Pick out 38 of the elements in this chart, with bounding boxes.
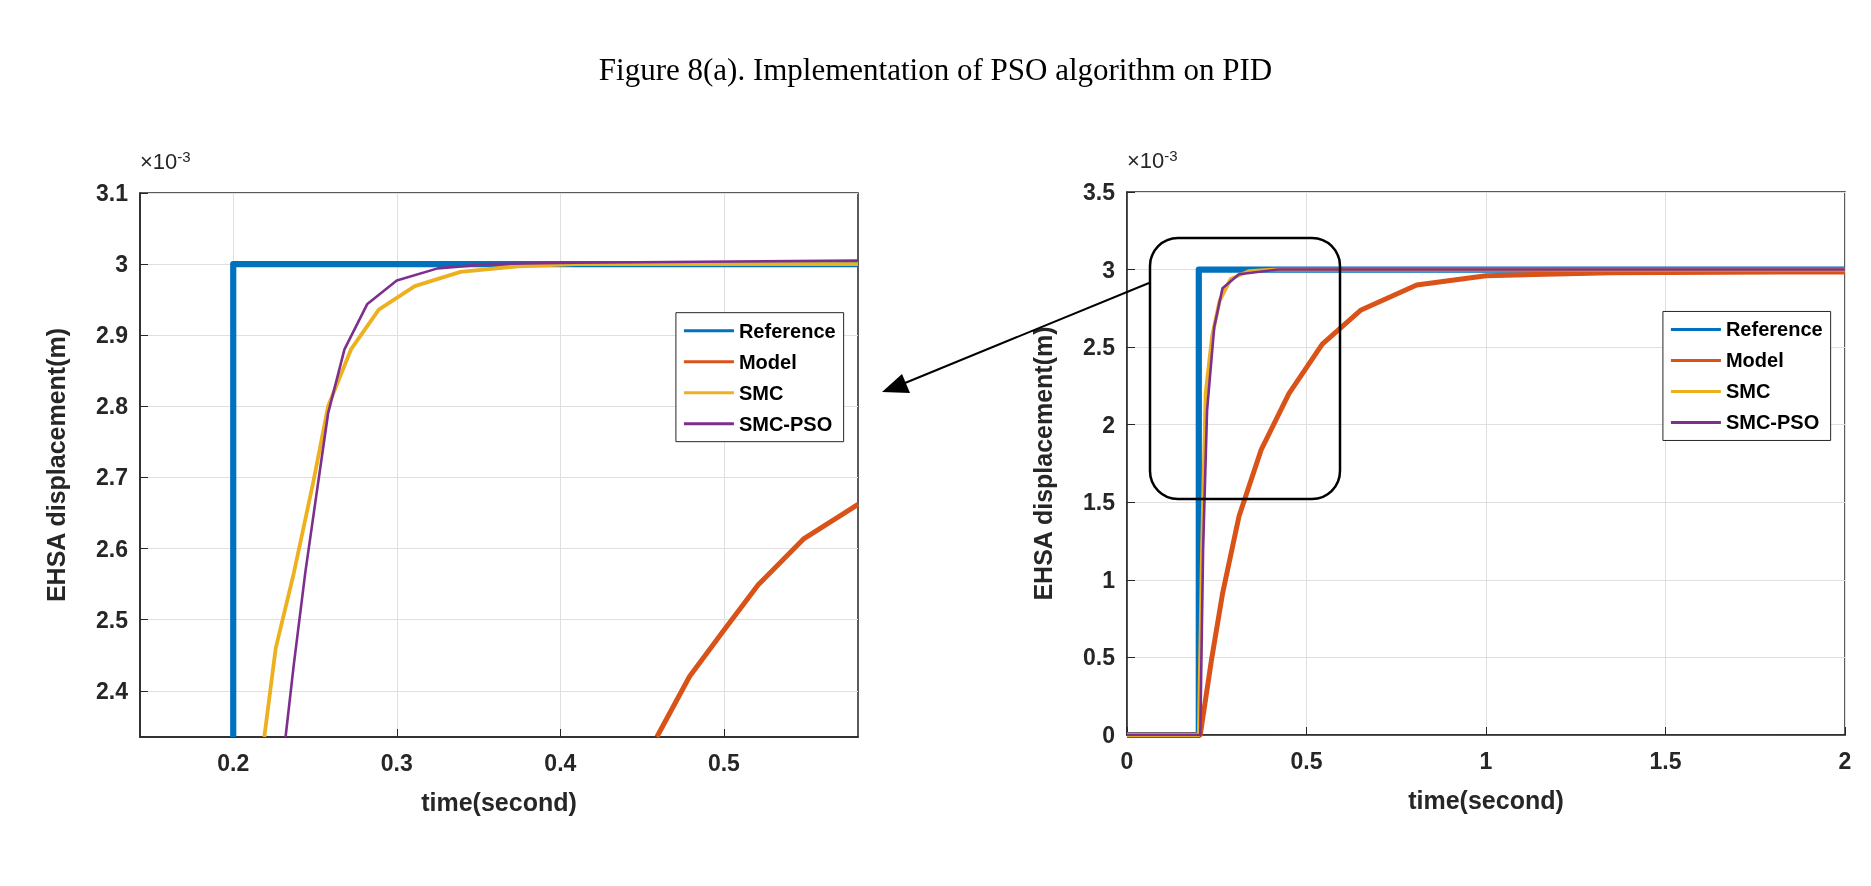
y-tick-label: 3.1 — [96, 180, 129, 206]
y-tick-label: 2.5 — [1083, 334, 1116, 361]
y-tick-label: 2.9 — [96, 322, 128, 349]
y-axis-title: EHSA displacement(m) — [1028, 326, 1057, 601]
legend-label: SMC-PSO — [738, 412, 833, 435]
x-tick-label: 1.5 — [1649, 747, 1682, 774]
x-tick-label: 0.2 — [217, 749, 250, 776]
y-tick-label: 2.8 — [96, 393, 129, 420]
x-tick-label: 0.4 — [544, 749, 577, 776]
legend-label: SMC — [1725, 380, 1771, 403]
legend-label: SMC — [738, 381, 784, 404]
x-tick-label: 1 — [1479, 747, 1493, 774]
y-tick-label: 2.4 — [96, 677, 129, 704]
y-tick-label: 1.5 — [1083, 489, 1116, 516]
x-tick-label: 0.3 — [380, 749, 413, 776]
y-tick-label: 1 — [1102, 566, 1116, 593]
y-axis-title: EHSA displacement(m) — [41, 327, 70, 603]
x-axis-title: time(second) — [421, 787, 577, 816]
x-axis-title: time(second) — [1408, 785, 1564, 814]
y-tick-label: 0.5 — [1083, 644, 1116, 671]
y-tick-label: 0 — [1102, 722, 1115, 748]
legend-label: Reference — [1725, 318, 1823, 341]
legend-label: SMC-PSO — [1725, 411, 1820, 434]
legend-label: Model — [738, 350, 797, 373]
text: Figure 8(a). Implementation of PSO algorithm on PID — [597, 52, 1274, 88]
legend-label: Reference — [738, 319, 836, 342]
x-tick-label: 0.5 — [1290, 747, 1323, 774]
y-tick-label: 2.7 — [96, 464, 128, 491]
x-tick-label: 0 — [1120, 747, 1134, 774]
y-tick-label: 2.6 — [96, 535, 128, 562]
y-tick-label: 3 — [1102, 256, 1115, 283]
y-tick-label: 2 — [1102, 411, 1115, 438]
y-tick-label: 3 — [115, 251, 128, 278]
x-tick-label: 2 — [1838, 747, 1852, 774]
x-tick-label: 0.5 — [707, 749, 741, 776]
y-tick-label: 3.5 — [1083, 179, 1116, 205]
legend-label: Model — [1725, 349, 1784, 372]
y-tick-label: 2.5 — [96, 606, 129, 633]
